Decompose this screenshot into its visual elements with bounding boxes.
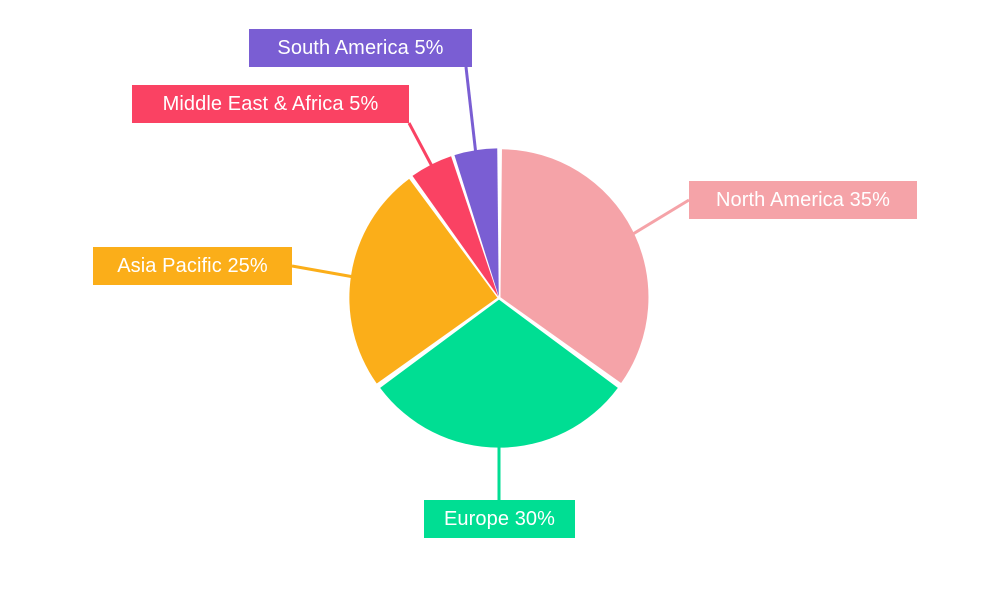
leader-line-north-america bbox=[632, 198, 690, 236]
pie-label-south-america[interactable]: South America 5% bbox=[249, 29, 472, 67]
pie-slice-group bbox=[349, 148, 649, 448]
pie-slice-middle-east-africa[interactable] bbox=[412, 156, 499, 297]
pie-label-north-america[interactable]: North America 35% bbox=[689, 181, 917, 219]
leader-line-group bbox=[291, 66, 690, 500]
pie-label-europe[interactable]: Europe 30% bbox=[424, 500, 575, 538]
leader-line-south-america bbox=[464, 66, 478, 156]
pie-slice-asia-pacific[interactable] bbox=[349, 178, 498, 384]
pie-label-asia-pacific[interactable]: Asia Pacific 25% bbox=[93, 247, 292, 285]
leader-line-asia-pacific bbox=[291, 264, 355, 279]
pie-label-middle-east-africa[interactable]: Middle East & Africa 5% bbox=[132, 85, 409, 123]
pie-slice-europe[interactable] bbox=[380, 299, 618, 448]
pie-slice-south-america[interactable] bbox=[454, 148, 499, 297]
pie-slice-north-america[interactable] bbox=[500, 149, 649, 384]
leader-line-middle-east-africa bbox=[407, 122, 436, 171]
